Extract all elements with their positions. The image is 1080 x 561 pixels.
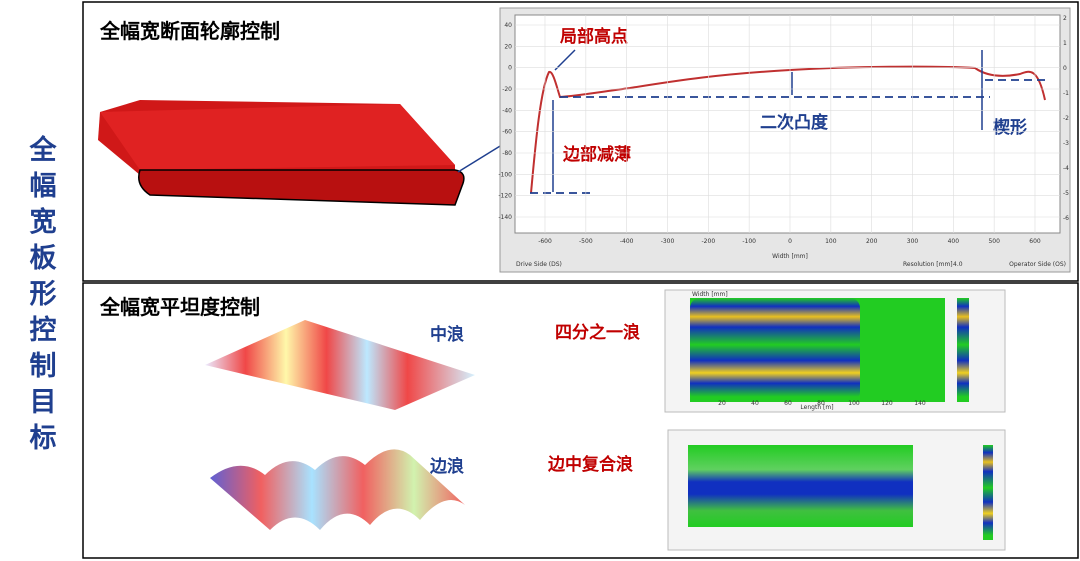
y-tick-label: -20 [502, 86, 512, 93]
x-tick-label: 120 [881, 400, 893, 407]
y2-tick-label: -1 [1063, 90, 1069, 97]
y-tick-label: -80 [502, 150, 512, 157]
y-tick-label: 0 [508, 65, 512, 72]
x-tick-label: 80 [817, 400, 825, 407]
x-tick-label: -500 [579, 238, 593, 245]
x-tick-label: -100 [742, 238, 756, 245]
x-tick-label: 0 [788, 238, 792, 245]
x-tick-label: -200 [702, 238, 716, 245]
x-tick-label: 20 [718, 400, 726, 407]
x-tick-label: 60 [784, 400, 792, 407]
x-tick-label: 200 [866, 238, 878, 245]
section-title: 全幅宽断面轮廓控制 [99, 19, 280, 43]
x-tick-label: 600 [1029, 238, 1041, 245]
x-tick-label: 100 [848, 400, 860, 407]
y2-tick-label: 1 [1063, 40, 1067, 47]
heatmap-x-label: Length [m] [800, 404, 833, 411]
annotation: 二次凸度 [760, 112, 829, 133]
footer: Resolution [mm] [903, 261, 953, 268]
label: 边中复合浪 [547, 454, 633, 475]
x-tick-label: 40 [751, 400, 759, 407]
section-title: 全幅宽平坦度控制 [99, 295, 260, 319]
y2-tick-label: -5 [1063, 190, 1069, 197]
flatness-panel [82, 282, 1079, 559]
annotation: 楔形 [993, 117, 1027, 138]
y2-tick-label: 2 [1063, 15, 1067, 22]
y2-tick-label: -6 [1063, 215, 1069, 222]
profile-panel [82, 1, 1079, 282]
x-tick-label: 400 [948, 238, 960, 245]
profile-chart [499, 7, 1071, 273]
center-wave-surface [205, 320, 475, 410]
label: 中浪 [430, 324, 464, 345]
annotation: 局部高点 [560, 26, 628, 47]
label: 边浪 [429, 456, 464, 477]
y2-tick-label: -4 [1063, 165, 1069, 172]
y-tick-label: -120 [498, 193, 512, 200]
x-label: Width [mm] [772, 253, 808, 260]
slab [98, 100, 465, 206]
y-tick-label: 20 [504, 43, 512, 50]
heatmap [664, 289, 1006, 413]
x-tick-label: -400 [620, 238, 634, 245]
x-tick-label: -300 [661, 238, 675, 245]
heatmap [667, 429, 1006, 551]
y-tick-label: -60 [502, 129, 512, 136]
y2-tick-label: -3 [1063, 140, 1069, 147]
y-tick-label: -140 [498, 214, 512, 221]
annotation: 边部减薄 [562, 144, 631, 165]
x-tick-label: 100 [825, 238, 837, 245]
x-tick-label: 140 [914, 400, 926, 407]
footer: Drive Side (DS) [516, 261, 562, 268]
side-title: 全幅宽板形控制目标 [25, 134, 58, 459]
y2-tick-label: -2 [1063, 115, 1069, 122]
footer: 4.0 [953, 261, 963, 268]
y-tick-label: -40 [502, 107, 512, 114]
edge-wave-surface [210, 449, 465, 530]
x-tick-label: 300 [907, 238, 919, 245]
label: 四分之一浪 [555, 322, 640, 343]
y2-tick-label: 0 [1063, 65, 1067, 72]
y-tick-label: 40 [504, 22, 512, 29]
footer: Operator Side (OS) [1009, 261, 1066, 268]
x-tick-label: 500 [988, 238, 1000, 245]
y-tick-label: -100 [498, 171, 512, 178]
arrow [457, 142, 506, 173]
x-tick-label: -600 [538, 238, 552, 245]
heatmap-y-label: Width [mm] [692, 291, 728, 298]
